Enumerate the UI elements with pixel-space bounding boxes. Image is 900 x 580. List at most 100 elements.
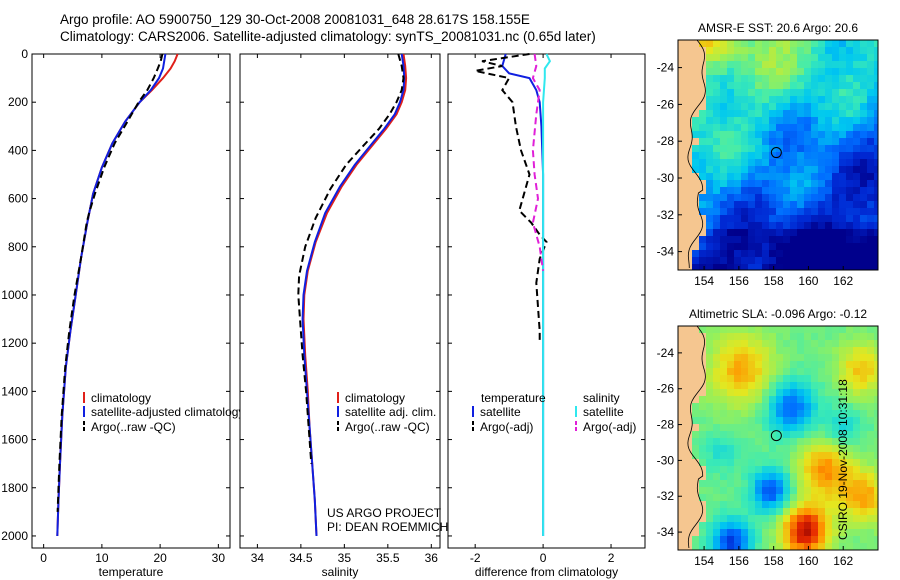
map-cell [720, 103, 727, 110]
map-cell [867, 117, 874, 124]
map-cell [867, 494, 874, 501]
map-cell [741, 187, 748, 194]
map-cell [846, 194, 853, 201]
map-cell [839, 347, 846, 354]
map-cell [692, 47, 699, 54]
map-cell [762, 96, 769, 103]
map-cell [846, 208, 853, 215]
map-cell [678, 243, 685, 250]
map-cell [797, 354, 804, 361]
map-cell [762, 347, 769, 354]
map-cell [853, 166, 860, 173]
map-cell [790, 138, 797, 145]
map-cell [846, 431, 853, 438]
map-cell [734, 110, 741, 117]
map-cell [720, 173, 727, 180]
map-cell [685, 480, 692, 487]
map-cell [790, 103, 797, 110]
map-cell [867, 459, 874, 466]
map-cell [762, 529, 769, 536]
map-cell [804, 494, 811, 501]
map-cell [776, 82, 783, 89]
map-cell [867, 340, 874, 347]
map-cell [762, 82, 769, 89]
map-cell [734, 166, 741, 173]
map-cell [699, 515, 706, 522]
map-cell [762, 403, 769, 410]
map-cell [825, 117, 832, 124]
map-cell [748, 131, 755, 138]
map-cell [706, 103, 713, 110]
map-cell [727, 61, 734, 68]
map-cell [699, 438, 706, 445]
map-cell [860, 166, 867, 173]
map-cell [762, 375, 769, 382]
map-cell [790, 257, 797, 264]
map-cell [874, 515, 878, 522]
map-cell [755, 543, 762, 550]
x-tick-label: 34 [251, 551, 265, 565]
map-cell [727, 222, 734, 229]
argo-float-marker [770, 147, 782, 159]
map-cell [692, 543, 699, 550]
map-cell [776, 480, 783, 487]
map-cell [797, 187, 804, 194]
map-cell [874, 417, 878, 424]
map-cell [825, 110, 832, 117]
map-cell [797, 257, 804, 264]
map-cell [685, 466, 692, 473]
map-cell [741, 75, 748, 82]
map-cell [748, 75, 755, 82]
map-cell [706, 54, 713, 61]
map-cell [706, 368, 713, 375]
map-cell [867, 124, 874, 131]
map-cell [853, 326, 860, 333]
map-cell [741, 68, 748, 75]
map-cell [818, 131, 825, 138]
map-cell [706, 445, 713, 452]
map-cell [769, 110, 776, 117]
map-cell [720, 243, 727, 250]
map-cell [832, 536, 839, 543]
map-cell [825, 543, 832, 550]
map-cell [797, 236, 804, 243]
map-cell [776, 340, 783, 347]
map-cell [804, 501, 811, 508]
map-cell [699, 368, 706, 375]
map-x-tick-label: 156 [729, 274, 749, 288]
map-cell [734, 187, 741, 194]
map-cell [874, 445, 878, 452]
map-cell [825, 75, 832, 82]
map-cell [734, 201, 741, 208]
map-cell [811, 326, 818, 333]
map-cell [699, 452, 706, 459]
map-cell [699, 201, 706, 208]
map-cell [860, 522, 867, 529]
map-cell [811, 236, 818, 243]
map-cell [783, 396, 790, 403]
map-cell [867, 131, 874, 138]
map-cell [811, 257, 818, 264]
map-cell [720, 222, 727, 229]
map-cell [846, 361, 853, 368]
map-cell [713, 375, 720, 382]
map-cell [720, 229, 727, 236]
map-cell [790, 396, 797, 403]
map-cell [790, 382, 797, 389]
map-cell [860, 438, 867, 445]
map-cell [839, 410, 846, 417]
map-cell [846, 96, 853, 103]
map-cell [797, 452, 804, 459]
map-cell [846, 515, 853, 522]
map-cell [692, 424, 699, 431]
map-cell [797, 417, 804, 424]
map-cell [713, 131, 720, 138]
map-cell [874, 480, 878, 487]
y-tick-label: 1200 [1, 336, 28, 350]
map-cell [706, 47, 713, 54]
map-cell [741, 361, 748, 368]
map-cell [804, 152, 811, 159]
map-cell [720, 201, 727, 208]
map-cell [727, 201, 734, 208]
map-cell [699, 466, 706, 473]
